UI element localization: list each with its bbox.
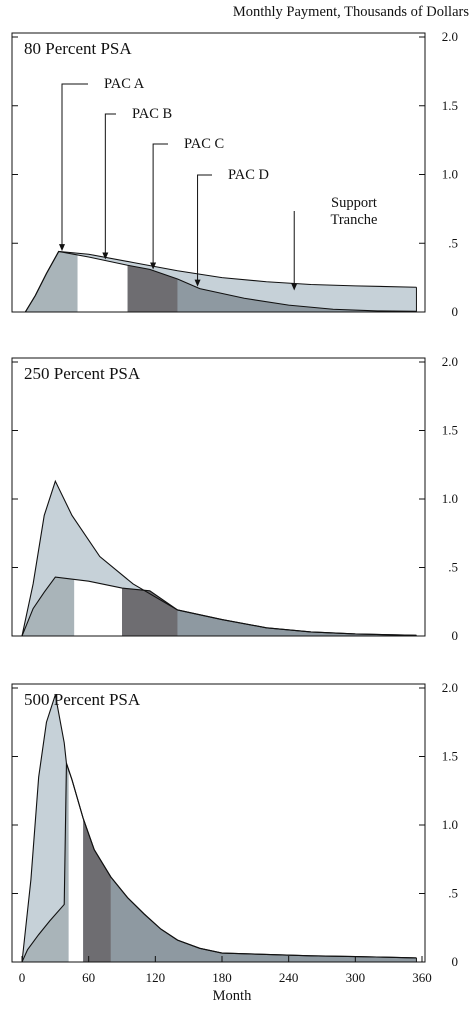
pac-tranche-b-area <box>77 254 128 312</box>
annotation-leader <box>197 174 212 281</box>
panel-title: 80 Percent PSA <box>24 39 132 58</box>
y-tick-label: .5 <box>448 560 458 575</box>
panel-2: 0 .5 1.0 1.5 2.0 250 Percent PSA <box>11 354 459 643</box>
y-tick-label: 1.5 <box>442 749 458 764</box>
pac-tranche-d-area <box>110 877 417 962</box>
x-axis-label: Month <box>213 988 252 1004</box>
pac-payment-line <box>21 763 417 963</box>
y-tick-label: 2.0 <box>442 354 458 369</box>
y-tick-label: .5 <box>448 235 458 250</box>
pac-tranche-b-area <box>68 769 84 962</box>
pac-payment-line <box>24 250 417 313</box>
panel-3: 0 .5 1.0 1.5 2.0 0 60 120 180 240 300 360 500 Percen… <box>11 680 459 985</box>
pac-payment-line <box>21 576 417 637</box>
y-tick-label: 2.0 <box>442 29 458 44</box>
panel-frame <box>11 357 426 637</box>
pac-tranche-d-area <box>177 279 417 312</box>
y-tick-label: 1.5 <box>442 98 458 113</box>
annotation-leader <box>152 143 168 264</box>
x-tick-label: 180 <box>212 970 232 985</box>
pac-tranche-c-area <box>127 265 178 312</box>
annotation-arrowhead <box>150 262 157 270</box>
x-tick-label: 120 <box>146 970 166 985</box>
pac-tranche-d-area <box>177 609 417 636</box>
panel-title: 500 Percent PSA <box>24 690 141 709</box>
x-tick-label: 60 <box>82 970 95 985</box>
annotation-arrowhead <box>291 283 298 291</box>
annotation-label: PAC A <box>104 76 145 92</box>
x-tick-label: 0 <box>19 970 26 985</box>
y-axis-unit-label: Monthly Payment, Thousands of Dollars <box>233 4 470 20</box>
pac-tranche-c-area <box>122 588 178 636</box>
y-tick-label: 1.5 <box>442 423 458 438</box>
annotation-label: PAC B <box>132 106 172 122</box>
y-tick-label: 1.0 <box>442 491 458 506</box>
panel-frame <box>11 32 426 313</box>
annotation-arrowhead <box>194 279 201 287</box>
x-tick-label: 240 <box>279 970 299 985</box>
annotation-arrowhead <box>102 252 109 260</box>
y-tick-label: 1.0 <box>442 167 458 182</box>
annotation-leader <box>61 83 88 246</box>
pac-tranche-c-area <box>83 818 111 962</box>
y-tick-label: 0 <box>452 304 459 319</box>
x-tick-label: 300 <box>346 970 366 985</box>
pac-tranche-b-area <box>74 579 122 636</box>
y-tick-label: 0 <box>452 954 459 969</box>
panel-1: 0 .5 1.0 1.5 2.0 80 Percent PSA PAC A PAC B PAC … <box>11 29 459 319</box>
annotation-label: Support <box>331 195 377 211</box>
annotation-label: PAC C <box>184 136 224 152</box>
pac-tranche-a-area <box>25 251 78 312</box>
pac-tranche-a-area <box>22 763 69 962</box>
annotation-arrowhead <box>59 244 65 252</box>
annotation-label: PAC D <box>228 167 269 183</box>
annotation-leader <box>104 113 116 254</box>
pac-tranche-a-area <box>22 577 75 636</box>
y-tick-label: 0 <box>452 628 459 643</box>
panel-frame <box>11 683 426 963</box>
y-tick-label: 2.0 <box>442 680 458 695</box>
y-tick-label: 1.0 <box>442 817 458 832</box>
panel-title: 250 Percent PSA <box>24 364 141 383</box>
chart-panels: 0 .5 1.0 1.5 2.0 80 Percent PSA PAC A PAC B PAC … <box>11 29 459 985</box>
y-tick-label: .5 <box>448 886 458 901</box>
annotation-label-line2: Tranche <box>331 212 378 228</box>
x-tick-label: 360 <box>412 970 432 985</box>
